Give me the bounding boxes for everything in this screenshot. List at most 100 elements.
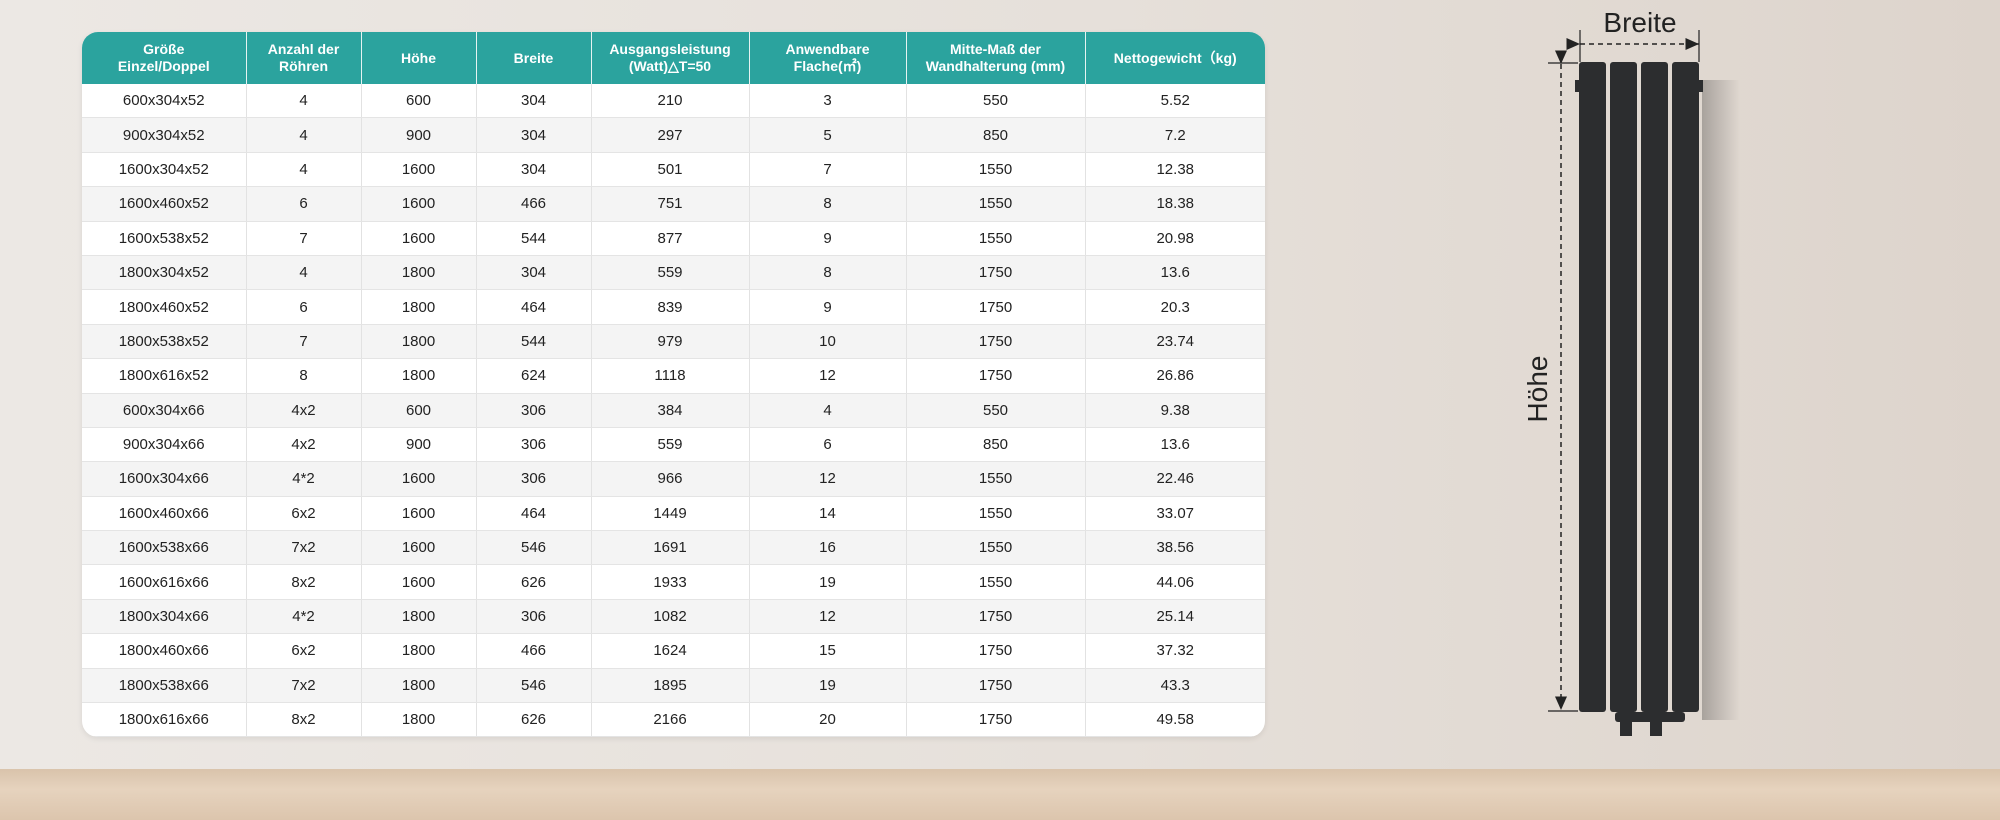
- table-row: 1800x304x66 4*2 1800 306 1082 12 1750 25.14: [82, 599, 1265, 635]
- table-row: 900x304x66 4x2 900 306 559 6 850 13.6: [82, 427, 1265, 463]
- table-cell: 1082: [591, 599, 750, 635]
- table-cell: 20.3: [1085, 289, 1265, 325]
- table-cell: 304: [476, 84, 592, 119]
- table-cell: 1600x460x52: [82, 186, 247, 222]
- table-cell: 1600: [361, 564, 477, 600]
- header-cell: Breite: [476, 32, 592, 84]
- table-cell: 4: [749, 393, 907, 428]
- table-cell: 4*2: [246, 461, 362, 497]
- table-row: 600x304x66 4x2 600 306 384 4 550 9.38: [82, 393, 1265, 428]
- table-cell: 1600x304x66: [82, 461, 247, 497]
- table-cell: 1600: [361, 221, 477, 256]
- table-cell: 7: [246, 221, 362, 256]
- table-cell: 466: [476, 633, 592, 669]
- shadow: [1702, 80, 1740, 720]
- table-row: 1600x616x66 8x2 1600 626 1933 19 1550 44.06: [82, 564, 1265, 600]
- table-cell: 544: [476, 324, 592, 360]
- table-cell: 464: [476, 496, 592, 532]
- table-cell: 8: [749, 255, 907, 291]
- table-cell: 1800: [361, 633, 477, 669]
- table-cell: 19: [749, 564, 907, 600]
- table-cell: 501: [591, 152, 750, 188]
- table-cell: 210: [591, 84, 750, 119]
- table-row: 600x304x52 4 600 304 210 3 550 5.52: [82, 84, 1265, 119]
- table-cell: 18.38: [1085, 186, 1265, 222]
- table-cell: 626: [476, 564, 592, 600]
- table-cell: 1800x460x52: [82, 289, 247, 325]
- table-cell: 6x2: [246, 633, 362, 669]
- table-row: 1600x304x52 4 1600 304 501 7 1550 12.38: [82, 152, 1265, 188]
- table-cell: 8: [749, 186, 907, 222]
- table: Größe Einzel/Doppel Anzahl der Röhren Höhe…: [82, 32, 1265, 737]
- table-cell: 7x2: [246, 668, 362, 704]
- table-cell: 12: [749, 461, 907, 497]
- table-cell: 624: [476, 358, 592, 394]
- table-cell: 306: [476, 461, 592, 497]
- table-row: 1800x460x66 6x2 1800 466 1624 15 1750 37.32: [82, 633, 1265, 669]
- table-row: 1800x538x52 7 1800 544 979 10 1750 23.74: [82, 324, 1265, 360]
- table-cell: 6x2: [246, 496, 362, 532]
- table-cell: 979: [591, 324, 750, 360]
- table-cell: 1800: [361, 289, 477, 325]
- table-cell: 1600x304x52: [82, 152, 247, 188]
- table-cell: 14: [749, 496, 907, 532]
- table-cell: 626: [476, 702, 592, 737]
- table-cell: 20.98: [1085, 221, 1265, 256]
- table-cell: 12.38: [1085, 152, 1265, 188]
- table-cell: 297: [591, 117, 750, 153]
- table-row: 1600x538x52 7 1600 544 877 9 1550 20.98: [82, 221, 1265, 256]
- table-row: 1600x460x52 6 1600 466 751 8 1550 18.38: [82, 186, 1265, 222]
- table-row: 1600x304x66 4*2 1600 306 966 12 1550 22.46: [82, 461, 1265, 497]
- table-cell: 1550: [906, 152, 1086, 188]
- table-cell: 304: [476, 255, 592, 291]
- table-cell: 13.6: [1085, 427, 1265, 463]
- table-cell: 1600: [361, 530, 477, 566]
- table-cell: 1600: [361, 186, 477, 222]
- table-cell: 1800: [361, 324, 477, 360]
- table-row: 1600x460x66 6x2 1600 464 1449 14 1550 33.07: [82, 496, 1265, 532]
- table-cell: 44.06: [1085, 564, 1265, 600]
- table-cell: 550: [906, 393, 1086, 428]
- table-cell: 1800: [361, 599, 477, 635]
- table-cell: 1550: [906, 530, 1086, 566]
- table-cell: 304: [476, 152, 592, 188]
- table-row: 1800x460x52 6 1800 464 839 9 1750 20.3: [82, 289, 1265, 325]
- table-cell: 1800x616x52: [82, 358, 247, 394]
- table-cell: 3: [749, 84, 907, 119]
- table-cell: 2166: [591, 702, 750, 737]
- table-cell: 22.46: [1085, 461, 1265, 497]
- table-cell: 384: [591, 393, 750, 428]
- table-cell: 1750: [906, 358, 1086, 394]
- table-cell: 1800x538x66: [82, 668, 247, 704]
- header-cell: Ausgangsleistung (Watt)△T=50: [591, 32, 750, 84]
- table-body: 600x304x52 4 600 304 210 3 550 5.52 900x304x52 4 9…: [82, 84, 1265, 737]
- table-row: 1800x538x66 7x2 1800 546 1895 19 1750 43.3: [82, 668, 1265, 704]
- table-cell: 1800x304x66: [82, 599, 247, 635]
- table-cell: 600: [361, 84, 477, 119]
- table-cell: 550: [906, 84, 1086, 119]
- table-cell: 1550: [906, 564, 1086, 600]
- table-cell: 49.58: [1085, 702, 1265, 737]
- table-cell: 7: [749, 152, 907, 188]
- table-cell: 600x304x66: [82, 393, 247, 428]
- table-cell: 839: [591, 289, 750, 325]
- table-cell: 8x2: [246, 702, 362, 737]
- table-cell: 4x2: [246, 393, 362, 428]
- table-cell: 304: [476, 117, 592, 153]
- table-cell: 1750: [906, 255, 1086, 291]
- table-cell: 6: [246, 289, 362, 325]
- table-cell: 559: [591, 427, 750, 463]
- table-cell: 8x2: [246, 564, 362, 600]
- table-cell: 4*2: [246, 599, 362, 635]
- table-cell: 7.2: [1085, 117, 1265, 153]
- table-cell: 600x304x52: [82, 84, 247, 119]
- table-cell: 1691: [591, 530, 750, 566]
- table-row: 1800x616x52 8 1800 624 1118 12 1750 26.86: [82, 358, 1265, 394]
- table-cell: 1750: [906, 633, 1086, 669]
- table-cell: 1800: [361, 668, 477, 704]
- table-cell: 877: [591, 221, 750, 256]
- table-row: 900x304x52 4 900 304 297 5 850 7.2: [82, 117, 1265, 153]
- table-cell: 15: [749, 633, 907, 669]
- table-cell: 12: [749, 358, 907, 394]
- header-cell: Größe Einzel/Doppel: [82, 32, 247, 84]
